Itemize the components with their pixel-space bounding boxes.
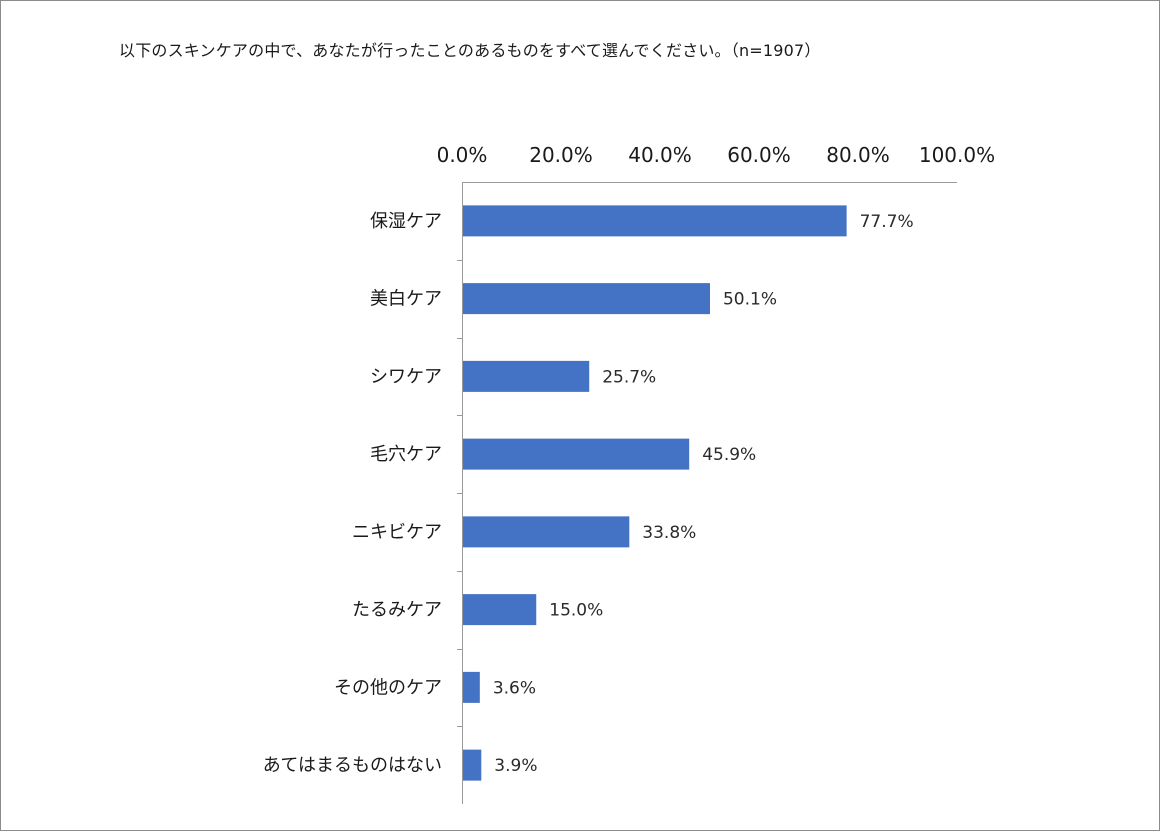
bar [463,594,537,626]
category-label: その他のケア [334,677,442,698]
bar [463,360,590,392]
category-label: 毛穴ケア [370,444,442,465]
data-label: 3.6% [493,678,536,698]
bar [463,205,847,237]
data-label: 50.1% [723,290,777,310]
category-label: 美白ケア [370,289,442,310]
bar [463,438,690,470]
x-tick-label: 100.0% [919,143,995,167]
category-label: あてはまるものはない [263,755,442,776]
x-tick-label: 80.0% [826,143,890,167]
bar [463,516,630,548]
x-tick-label: 0.0% [437,143,488,167]
axis-group: 0.0% 20.0% 40.0% 60.0% 80.0% 100.0% [437,143,995,804]
x-tick-label: 60.0% [727,143,791,167]
data-label: 33.8% [642,523,696,543]
labels-group: 保湿ケア 77.7% 美白ケア 50.1% シワケア 25.7% 毛穴ケア 45.9% ニキビケ… [263,211,914,776]
data-label: 45.9% [702,445,756,465]
bar [463,283,710,315]
data-label: 3.9% [494,756,537,776]
data-label: 77.7% [860,212,914,232]
data-label: 25.7% [602,367,656,387]
bar [463,749,482,781]
data-label: 15.0% [549,601,603,621]
chart-title: 以下のスキンケアの中で、あなたが行ったことのあるものをすべて選んでください。（n… [119,41,821,60]
bars-group [463,205,847,781]
x-tick-label: 20.0% [529,143,593,167]
category-label: シワケア [370,366,442,387]
x-tick-label: 40.0% [628,143,692,167]
category-label: たるみケア [352,600,442,621]
bar [463,671,480,703]
category-label: ニキビケア [352,522,442,543]
category-label: 保湿ケア [370,211,442,232]
